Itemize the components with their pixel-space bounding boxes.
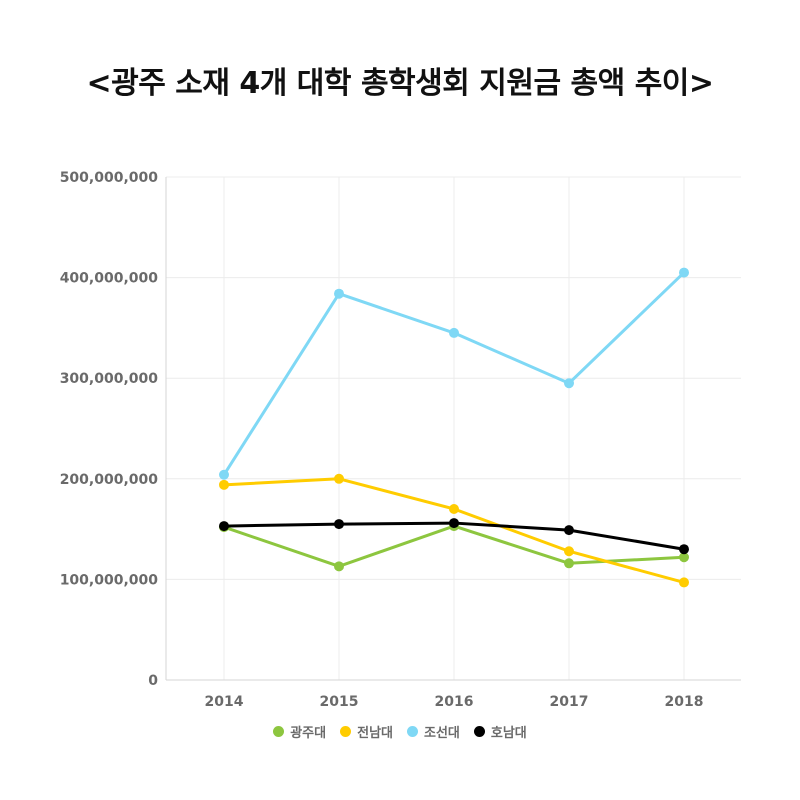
y-tick-label: 400,000,000 bbox=[60, 271, 159, 287]
y-tick-labels: 0 100,000,000 200,000,000 300,000,000 400,00… bbox=[60, 170, 159, 689]
x-tick-label: 2014 bbox=[205, 694, 244, 710]
data-point[interactable] bbox=[564, 525, 574, 536]
x-tick-label: 2018 bbox=[665, 694, 704, 710]
x-tick-label: 2016 bbox=[435, 694, 474, 710]
data-point[interactable] bbox=[564, 546, 574, 557]
x-tick-label: 2017 bbox=[550, 694, 589, 710]
data-point[interactable] bbox=[334, 288, 344, 299]
legend-item[interactable]: 광주대 bbox=[273, 722, 326, 741]
grid-lines bbox=[166, 176, 741, 680]
data-point[interactable] bbox=[334, 473, 344, 484]
data-point[interactable] bbox=[679, 577, 689, 588]
series-lines bbox=[219, 267, 689, 588]
chart-legend: 광주대 전남대 조선대 호남대 bbox=[0, 722, 800, 741]
x-tick-labels: 2014 2015 2016 2017 2018 bbox=[205, 694, 704, 710]
data-point[interactable] bbox=[679, 267, 689, 278]
data-point[interactable] bbox=[449, 518, 459, 529]
legend-item[interactable]: 조선대 bbox=[407, 722, 460, 741]
data-point[interactable] bbox=[449, 503, 459, 514]
y-tick-label: 0 bbox=[148, 673, 158, 689]
chart-title: <광주 소재 4개 대학 총학생회 지원금 총액 추이> bbox=[86, 66, 714, 101]
x-tick-label: 2015 bbox=[320, 694, 359, 710]
legend-label: 광주대 bbox=[290, 726, 327, 741]
data-point[interactable] bbox=[449, 327, 459, 338]
legend-marker-icon bbox=[473, 726, 485, 737]
legend-label: 호남대 bbox=[490, 726, 527, 741]
legend-label: 전남대 bbox=[357, 726, 393, 741]
data-point[interactable] bbox=[564, 558, 574, 569]
legend-marker-icon bbox=[407, 726, 418, 737]
axes bbox=[165, 177, 741, 681]
data-point[interactable] bbox=[334, 561, 344, 572]
data-point[interactable] bbox=[564, 378, 574, 389]
data-point[interactable] bbox=[334, 519, 344, 530]
series-3 bbox=[219, 267, 689, 480]
y-tick-label: 100,000,000 bbox=[60, 572, 159, 588]
y-tick-label: 500,000,000 bbox=[60, 170, 159, 186]
legend-marker-icon bbox=[340, 726, 352, 737]
legend-label: 조선대 bbox=[424, 726, 460, 741]
data-point[interactable] bbox=[679, 544, 689, 555]
data-point[interactable] bbox=[219, 479, 229, 490]
data-point[interactable] bbox=[219, 521, 229, 532]
y-tick-label: 300,000,000 bbox=[60, 371, 159, 387]
data-point[interactable] bbox=[679, 552, 689, 563]
legend-item[interactable]: 호남대 bbox=[473, 722, 527, 741]
data-point[interactable] bbox=[219, 469, 229, 480]
y-tick-label: 200,000,000 bbox=[60, 472, 159, 488]
series-2 bbox=[219, 473, 689, 588]
series-4 bbox=[219, 518, 689, 555]
legend-item[interactable]: 전남대 bbox=[340, 722, 393, 741]
legend-marker-icon bbox=[273, 726, 285, 737]
